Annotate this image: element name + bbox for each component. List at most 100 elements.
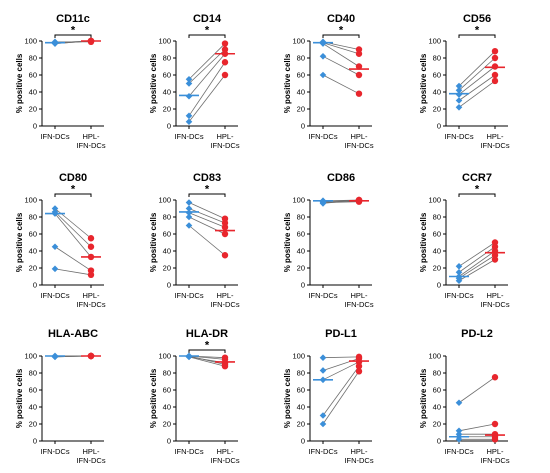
category-label-ifn-dcs: IFN-DCs	[444, 132, 473, 141]
y-tick-label: 80	[29, 369, 37, 378]
category-label-hpl-ifn-dcs: HPL-IFN-DCs	[76, 447, 105, 465]
category-label-hpl-ifn-dcs: HPL-IFN-DCs	[344, 132, 373, 150]
category-label-hpl-ifn-dcs: HPL-IFN-DCs	[344, 291, 373, 309]
y-tick-label: 20	[297, 420, 305, 429]
hpl-ifn-dcs-point	[355, 363, 363, 370]
y-tick-label: 40	[163, 88, 171, 97]
pair-line	[458, 423, 496, 432]
pair-line	[322, 43, 360, 67]
y-tick-label: 100	[24, 352, 37, 361]
significance-star: *	[475, 25, 480, 37]
y-tick-label: 80	[163, 54, 171, 63]
y-tick-label: 100	[428, 352, 441, 361]
significance-star: *	[205, 25, 210, 37]
pair-line	[458, 66, 496, 95]
y-tick-label: 20	[29, 420, 37, 429]
y-tick-label: 0	[167, 281, 171, 290]
ifn-dcs-point	[455, 436, 463, 443]
y-tick-label: 60	[29, 71, 37, 80]
pair-line	[458, 57, 496, 91]
y-tick-label: 60	[29, 230, 37, 239]
y-tick-label: 60	[433, 71, 441, 80]
significance-star: *	[205, 184, 210, 196]
significance-star: *	[475, 184, 480, 196]
y-tick-label: 40	[163, 247, 171, 256]
y-tick-label: 80	[297, 369, 305, 378]
significance-star: *	[205, 340, 210, 352]
hpl-ifn-dcs-point	[87, 243, 95, 250]
hpl-ifn-dcs-point	[355, 50, 363, 57]
hpl-ifn-dcs-point	[87, 253, 95, 261]
y-tick-label: 60	[297, 230, 305, 239]
ifn-dcs-point	[455, 97, 463, 104]
y-tick-label: 20	[433, 105, 441, 114]
significance-star: *	[71, 184, 76, 196]
ifn-dcs-point	[319, 40, 327, 47]
hpl-ifn-dcs-point	[221, 363, 229, 370]
y-tick-label: 40	[29, 88, 37, 97]
y-tick-label: 80	[433, 369, 441, 378]
y-tick-label: 20	[297, 105, 305, 114]
significance-bracket	[458, 193, 496, 197]
ifn-dcs-point	[319, 367, 327, 374]
hpl-ifn-dcs-point	[221, 50, 229, 57]
ifn-dcs-point	[319, 200, 327, 207]
ifn-dcs-point	[455, 263, 463, 270]
y-axis-label: % positive cells	[15, 212, 24, 272]
panel-title: PD-L2	[461, 328, 493, 340]
pair-line	[322, 55, 360, 76]
pair-line	[322, 371, 360, 425]
pair-line	[188, 49, 226, 84]
y-tick-label: 80	[297, 54, 305, 63]
y-tick-label: 0	[437, 437, 441, 446]
pair-line	[54, 268, 92, 276]
ifn-dcs-point	[455, 399, 463, 407]
hpl-ifn-dcs-point	[491, 77, 499, 85]
category-label-ifn-dcs: IFN-DCs	[40, 447, 69, 456]
y-tick-label: 60	[163, 71, 171, 80]
y-tick-label: 20	[163, 105, 171, 114]
category-label-ifn-dcs: IFN-DCs	[40, 132, 69, 141]
pair-line	[458, 250, 496, 277]
y-tick-label: 100	[158, 196, 171, 205]
y-axis-label: % positive cells	[419, 53, 428, 113]
y-axis-label: % positive cells	[283, 368, 292, 428]
y-tick-label: 80	[29, 213, 37, 222]
pair-line	[322, 201, 360, 203]
ifn-dcs-point	[319, 53, 327, 60]
ifn-dcs-point	[455, 91, 463, 98]
panel-pd-l2: PD-L2 % positive cells 0 20 40 60 80 100 IFN-DCs…	[419, 328, 510, 465]
y-axis-label: % positive cells	[283, 212, 292, 272]
y-tick-label: 80	[433, 213, 441, 222]
ifn-dcs-point	[185, 222, 193, 229]
pair-line	[188, 43, 226, 80]
ifn-dcs-point	[185, 213, 193, 221]
panel-title: CCR7	[462, 172, 492, 184]
y-tick-label: 0	[437, 122, 441, 131]
hpl-ifn-dcs-point	[355, 63, 363, 70]
y-tick-label: 0	[33, 437, 37, 446]
y-tick-label: 40	[433, 247, 441, 256]
y-tick-label: 20	[297, 264, 305, 273]
pair-line	[322, 365, 360, 416]
panel-title: CD56	[463, 13, 491, 25]
ifn-dcs-point	[185, 353, 193, 361]
y-axis-label: % positive cells	[15, 53, 24, 113]
category-label-hpl-ifn-dcs: HPL-IFN-DCs	[480, 447, 509, 465]
ifn-dcs-point	[455, 268, 463, 276]
y-tick-label: 0	[301, 281, 305, 290]
ifn-dcs-point	[319, 420, 327, 428]
category-label-hpl-ifn-dcs: HPL-IFN-DCs	[480, 132, 509, 150]
hpl-ifn-dcs-point	[491, 374, 499, 381]
y-tick-label: 20	[29, 264, 37, 273]
ifn-dcs-point	[185, 209, 193, 217]
ifn-dcs-point	[319, 71, 327, 79]
panel-title: HLA-DR	[186, 328, 228, 340]
y-tick-label: 20	[163, 264, 171, 273]
hpl-ifn-dcs-point	[355, 90, 363, 97]
y-tick-label: 40	[297, 403, 305, 412]
y-tick-label: 0	[437, 281, 441, 290]
ifn-dcs-point	[455, 277, 463, 285]
y-axis-label: % positive cells	[15, 368, 24, 428]
